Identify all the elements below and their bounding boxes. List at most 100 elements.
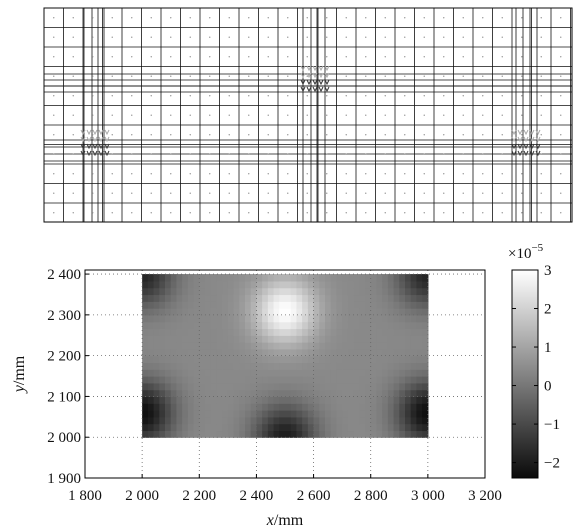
mesh-node	[228, 36, 230, 38]
heatmap-cell	[222, 321, 229, 330]
heatmap-cell	[376, 308, 383, 316]
heatmap-cell	[387, 308, 395, 316]
heatmap-cell	[159, 362, 166, 370]
mesh-node	[345, 212, 347, 214]
heatmap-cell	[176, 382, 183, 391]
heatmap-cell	[182, 396, 189, 404]
heatmap-cell	[319, 369, 326, 377]
heatmap-cell	[262, 410, 269, 418]
heatmap-cell	[313, 274, 320, 282]
heatmap-cell	[319, 328, 326, 336]
heatmap-cell	[279, 314, 286, 323]
heatmap-cell	[405, 355, 412, 364]
heatmap-cell	[267, 416, 275, 425]
heatmap-cell	[416, 416, 423, 425]
heatmap-cell	[222, 355, 229, 364]
mesh-node	[248, 153, 250, 155]
heatmap-cell	[227, 369, 235, 377]
heatmap-cell	[153, 294, 160, 302]
heatmap-cell	[182, 369, 189, 377]
heatmap-cell	[153, 348, 160, 357]
heatmap-cell	[256, 382, 263, 391]
heatmap-cell	[422, 376, 429, 384]
heatmap-cell	[370, 376, 378, 384]
mesh-node	[170, 134, 172, 136]
mesh-node	[345, 75, 347, 77]
heatmap-cell	[205, 321, 212, 330]
heatmap-cell	[325, 430, 332, 438]
mesh-node	[189, 173, 191, 175]
heatmap-cell	[410, 410, 418, 418]
heatmap-cell	[347, 369, 355, 377]
heatmap-cell	[336, 335, 343, 343]
heatmap-cell	[210, 287, 218, 296]
heatmap-cell	[365, 382, 372, 391]
heatmap-cell	[302, 308, 309, 316]
mesh-node	[131, 153, 133, 155]
heatmap-cell	[165, 362, 172, 370]
mesh-node	[267, 95, 269, 97]
mesh-node	[462, 75, 464, 77]
heatmap-cell	[365, 294, 372, 302]
heatmap-cell	[422, 362, 429, 370]
heatmap-cell	[405, 382, 412, 391]
heatmap-cell	[359, 403, 366, 411]
heatmap-cell	[319, 423, 326, 432]
heatmap-cell	[170, 423, 178, 432]
heatmap-cell	[205, 274, 212, 282]
heatmap-cell	[313, 314, 320, 323]
heatmap-cell	[353, 423, 360, 432]
heatmap-cell	[319, 430, 326, 438]
heatmap-cell	[370, 423, 378, 432]
heatmap-cell	[205, 335, 212, 343]
heatmap-cell	[336, 369, 343, 377]
heatmap-cell	[176, 342, 183, 350]
heatmap-cell	[416, 423, 423, 432]
heatmap-cell	[227, 280, 235, 289]
heatmap-cell	[187, 416, 195, 425]
heatmap-cell	[393, 280, 400, 289]
mesh-node	[53, 95, 55, 97]
heatmap-cell	[387, 274, 395, 282]
heatmap-cell	[325, 403, 332, 411]
heatmap-cell	[307, 321, 315, 330]
mesh-node	[560, 212, 562, 214]
heatmap-cell	[216, 328, 223, 336]
heatmap-cell	[216, 280, 223, 289]
heatmap-cell	[382, 403, 389, 411]
heatmap-cell	[302, 280, 309, 289]
heatmap-cell	[336, 287, 343, 296]
heatmap-cell	[370, 321, 378, 330]
heatmap-cell	[359, 287, 366, 296]
mesh-node	[540, 75, 542, 77]
mesh-node	[345, 134, 347, 136]
heatmap-cell	[250, 335, 258, 343]
heatmap-cell	[170, 389, 178, 398]
heatmap-cell	[325, 342, 332, 350]
heatmap-cell	[319, 314, 326, 323]
heatmap-cell	[199, 314, 206, 323]
heatmap-cell	[210, 348, 218, 357]
heatmap-cell	[410, 314, 418, 323]
mesh-node	[384, 95, 386, 97]
mesh-node	[131, 114, 133, 116]
heatmap-cell	[256, 430, 263, 438]
mesh-node	[365, 75, 367, 77]
heatmap-cell	[159, 321, 166, 330]
mesh-node	[501, 134, 503, 136]
heatmap-cell	[347, 403, 355, 411]
heatmap-cell	[147, 423, 155, 432]
heatmap-cell	[216, 348, 223, 357]
heatmap-cell	[325, 355, 332, 364]
heatmap-cell	[307, 294, 315, 302]
heatmap-cell	[233, 294, 240, 302]
heatmap-cell	[399, 430, 406, 438]
heatmap-cell	[262, 287, 269, 296]
heatmap-cell	[399, 403, 406, 411]
x-tick-label: 2 400	[240, 488, 274, 504]
heatmap-cell	[319, 362, 326, 370]
mesh-node	[540, 36, 542, 38]
heatmap-cell	[153, 335, 160, 343]
heatmap-cell	[365, 280, 372, 289]
mesh-node	[170, 173, 172, 175]
